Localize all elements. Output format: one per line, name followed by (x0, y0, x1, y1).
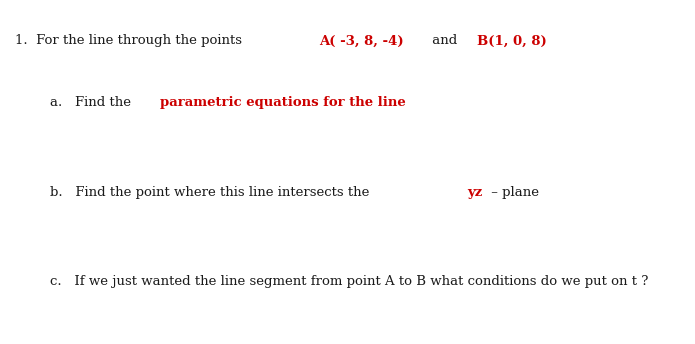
Text: B(1, 0, 8): B(1, 0, 8) (477, 34, 547, 47)
Text: 1.  For the line through the points: 1. For the line through the points (15, 34, 251, 47)
Text: yz: yz (468, 186, 483, 199)
Text: and: and (428, 34, 466, 47)
Text: a.   Find the: a. Find the (50, 96, 136, 109)
Text: b.   Find the point where this line intersects the: b. Find the point where this line inters… (50, 186, 374, 199)
Text: c.   If we just wanted the line segment from point A to B what conditions do we : c. If we just wanted the line segment fr… (50, 275, 648, 288)
Text: – plane: – plane (487, 186, 539, 199)
Text: parametric equations for the line: parametric equations for the line (160, 96, 406, 109)
Text: A( -3, 8, -4): A( -3, 8, -4) (319, 34, 404, 47)
